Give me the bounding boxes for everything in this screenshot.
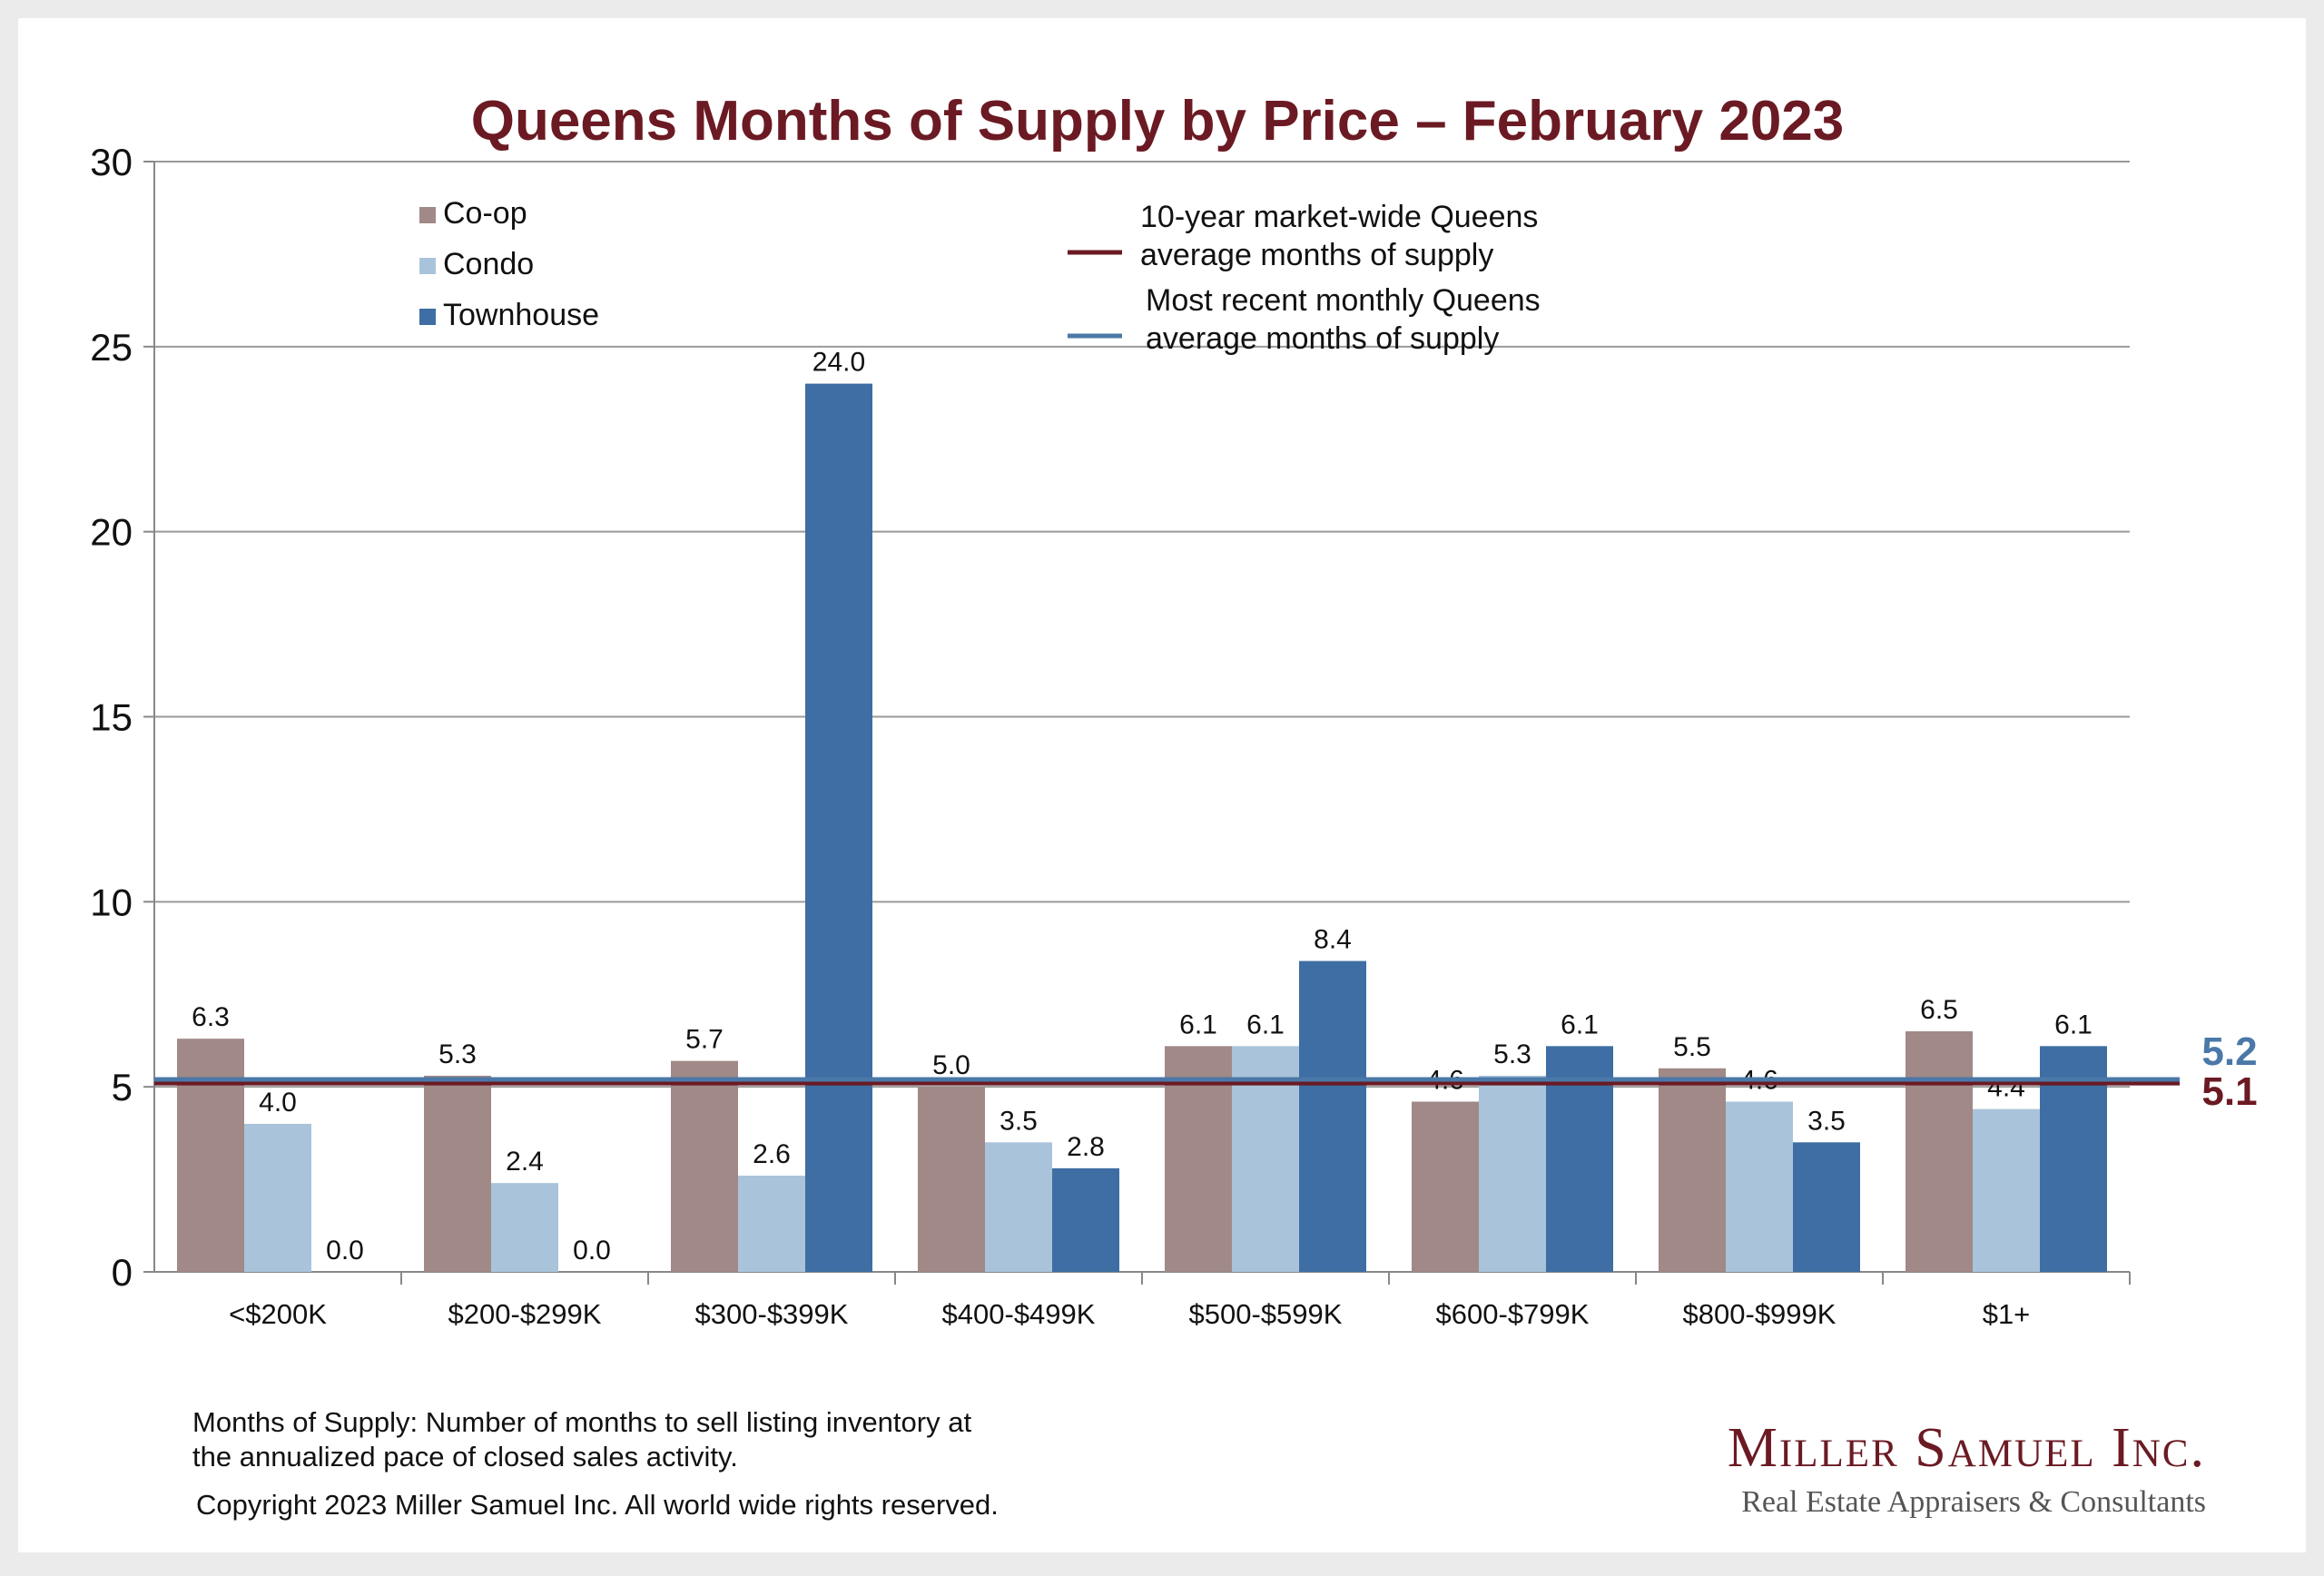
bar-chart: 0 5 10 15 20 25 30 6.3 4.0 0.0 <$200K 5.3 2.4 0.0 $200… xyxy=(90,141,2257,1330)
data-label: 6.1 xyxy=(1246,1010,1285,1039)
legend-label: Townhouse xyxy=(443,298,599,332)
data-label: 24.0 xyxy=(812,348,865,378)
data-label: 2.8 xyxy=(1067,1132,1105,1162)
x-tick-label: $1+ xyxy=(1983,1298,2031,1330)
logo-name: Miller Samuel Inc. xyxy=(1727,1417,2206,1479)
x-tick-label: $600-$799K xyxy=(1436,1298,1590,1330)
y-tick-label: 10 xyxy=(90,881,133,923)
y-tick-label: 20 xyxy=(90,511,133,554)
legend-label: Co-op xyxy=(443,196,527,231)
chart-card: Queens Months of Supply by Price – Febru… xyxy=(18,18,2306,1552)
bar-co-op xyxy=(918,1087,985,1272)
legend-label: Condo xyxy=(443,247,534,281)
bar-co-op xyxy=(1905,1031,1973,1272)
data-label: 6.1 xyxy=(1561,1010,1599,1039)
y-tick-label: 25 xyxy=(90,326,133,369)
data-label: 5.7 xyxy=(685,1025,724,1055)
footnote-line-1: Months of Supply: Number of months to se… xyxy=(192,1406,972,1438)
data-label: 3.5 xyxy=(1807,1106,1846,1136)
y-tick-label: 30 xyxy=(90,141,133,183)
data-label: 6.5 xyxy=(1920,995,1958,1025)
company-logo: Miller Samuel Inc. Real Estate Appraiser… xyxy=(1716,1416,2206,1522)
bar-townhouse xyxy=(1793,1142,1860,1272)
legend-swatch xyxy=(419,309,436,325)
legend-swatch xyxy=(419,207,436,223)
bar-condo xyxy=(491,1183,558,1272)
x-tick-label: $500-$599K xyxy=(1189,1298,1343,1330)
data-label: 0.0 xyxy=(573,1236,611,1266)
bar-condo xyxy=(244,1123,311,1272)
bar-condo xyxy=(1479,1075,1546,1272)
bar-co-op xyxy=(1659,1068,1726,1272)
logo-tagline: Real Estate Appraisers & Consultants xyxy=(1741,1485,2206,1519)
ten-year-average-line-value: 5.1 xyxy=(2201,1069,2257,1114)
data-label: 0.0 xyxy=(326,1236,364,1266)
legend-line-label: average months of supply xyxy=(1140,238,1493,272)
chart-title: Queens Months of Supply by Price – Febru… xyxy=(470,90,1845,153)
x-tick-label: <$200K xyxy=(229,1298,327,1330)
data-label: 5.3 xyxy=(1493,1039,1531,1069)
x-tick-label: $300-$399K xyxy=(695,1298,849,1330)
data-label: 2.6 xyxy=(753,1139,791,1169)
bar-co-op xyxy=(177,1039,244,1272)
bar-townhouse xyxy=(805,383,872,1273)
data-label: 6.1 xyxy=(2054,1010,2093,1039)
data-label: 6.1 xyxy=(1179,1010,1217,1039)
bar-condo xyxy=(1973,1108,2040,1272)
bar-townhouse xyxy=(1052,1167,1119,1272)
data-label: 3.5 xyxy=(1000,1106,1038,1136)
data-label: 5.3 xyxy=(438,1039,477,1069)
x-tick-label: $200-$299K xyxy=(448,1298,602,1330)
data-label: 4.0 xyxy=(259,1088,297,1118)
bar-condo xyxy=(738,1176,805,1272)
bar-condo xyxy=(985,1142,1052,1272)
x-tick-label: $400-$499K xyxy=(942,1298,1096,1330)
copyright-notice: Copyright 2023 Miller Samuel Inc. All wo… xyxy=(196,1489,999,1521)
legend-line-label: 10-year market-wide Queens xyxy=(1140,200,1538,234)
bar-co-op xyxy=(424,1075,491,1272)
bar-townhouse xyxy=(1299,960,1366,1272)
y-tick-label: 5 xyxy=(112,1066,133,1108)
footnote: Months of Supply: Number of months to se… xyxy=(192,1405,1209,1474)
legend-swatch xyxy=(419,258,436,274)
data-label: 5.0 xyxy=(932,1050,970,1080)
bar-condo xyxy=(1726,1101,1793,1272)
x-tick-label: $800-$999K xyxy=(1683,1298,1837,1330)
data-label: 5.5 xyxy=(1673,1032,1711,1062)
bar-co-op xyxy=(671,1060,738,1272)
data-label: 8.4 xyxy=(1314,925,1352,955)
data-label: 6.3 xyxy=(192,1002,230,1032)
y-tick-label: 0 xyxy=(112,1251,133,1294)
recent-average-line-value: 5.2 xyxy=(2201,1029,2257,1074)
legend-line-label: average months of supply xyxy=(1146,321,1499,356)
footnote-line-2: the annualized pace of closed sales acti… xyxy=(192,1441,738,1473)
bar-co-op xyxy=(1412,1101,1479,1272)
data-label: 2.4 xyxy=(506,1147,544,1177)
legend-line-label: Most recent monthly Queens xyxy=(1146,283,1541,318)
y-tick-label: 15 xyxy=(90,696,133,739)
